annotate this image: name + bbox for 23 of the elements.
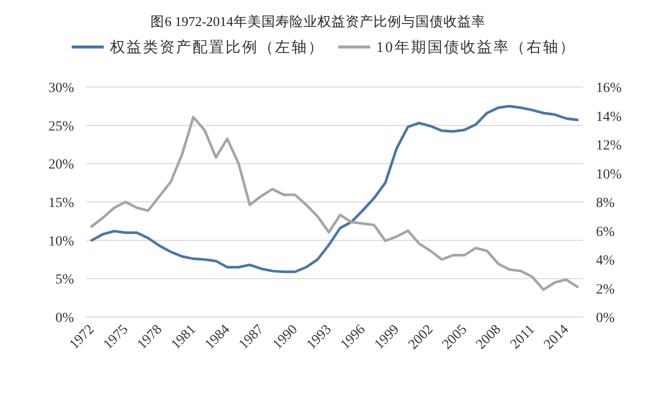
y2-tick-label: 16%	[596, 81, 622, 96]
y2-tick-label: 14%	[596, 110, 622, 125]
y-tick-label: 20%	[48, 158, 74, 173]
legend-label: 权益类资产配置比例（左轴）	[108, 39, 324, 56]
y2-tick-label: 8%	[596, 196, 615, 211]
y2-tick-label: 6%	[596, 224, 615, 240]
line-series	[90, 116, 579, 291]
y2-tick-label: 2%	[596, 282, 615, 298]
legend-label: 10年期国债收益率（右轴）	[376, 39, 576, 56]
y2-tick-label: 12%	[596, 138, 622, 154]
y2-tick-label: 4%	[596, 254, 615, 268]
y-tick-label: 15%	[48, 196, 74, 211]
y2-tick-label: 10%	[596, 167, 622, 182]
y2-tick-label: 0%	[596, 311, 615, 326]
y-tick-label: 5%	[55, 272, 74, 288]
y-tick-label: 0%	[55, 311, 74, 326]
y-tick-label: 30%	[48, 81, 74, 96]
y-tick-label: 10%	[48, 234, 74, 250]
y-tick-label: 25%	[48, 119, 74, 134]
x-tick-label: 2011	[508, 322, 538, 352]
x-tick-label: 1981	[168, 322, 200, 353]
line-series	[90, 104, 579, 274]
chart-title: 图6 1972-2014年美国寿险业权益资产比例与国债收益率	[150, 14, 486, 29]
